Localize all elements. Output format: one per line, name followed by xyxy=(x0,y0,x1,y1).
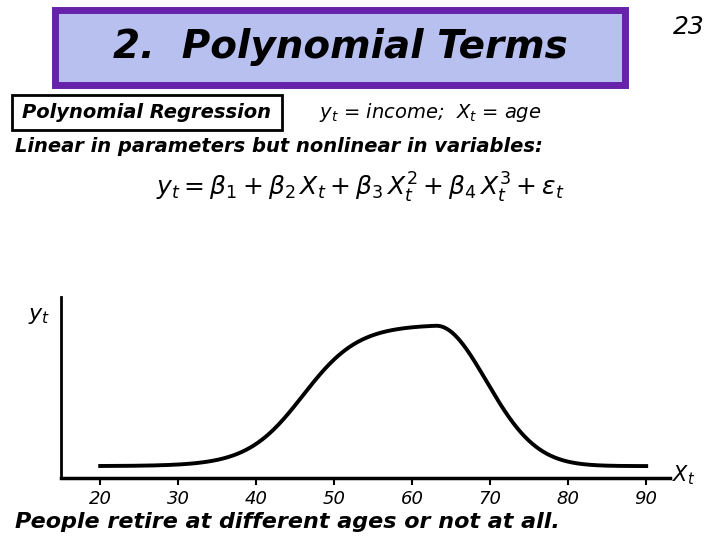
Text: $X_t$: $X_t$ xyxy=(672,463,696,487)
Text: 2.  Polynomial Terms: 2. Polynomial Terms xyxy=(112,28,567,66)
Text: Linear in parameters but nonlinear in variables:: Linear in parameters but nonlinear in va… xyxy=(15,138,543,157)
Text: Polynomial Regression: Polynomial Regression xyxy=(22,103,271,122)
Text: $y_t$ = income;  $X_t$ = age: $y_t$ = income; $X_t$ = age xyxy=(319,100,541,124)
Text: 23: 23 xyxy=(673,15,705,39)
Text: $y_t$: $y_t$ xyxy=(28,306,50,326)
FancyBboxPatch shape xyxy=(12,95,282,130)
Text: $y_t = \beta_1 + \beta_2\, X_t + \beta_3\, X^2_t + \beta_4\, X^3_t + \varepsilon: $y_t = \beta_1 + \beta_2\, X_t + \beta_3… xyxy=(156,171,564,205)
FancyBboxPatch shape xyxy=(55,10,625,85)
Text: People retire at different ages or not at all.: People retire at different ages or not a… xyxy=(15,512,560,532)
